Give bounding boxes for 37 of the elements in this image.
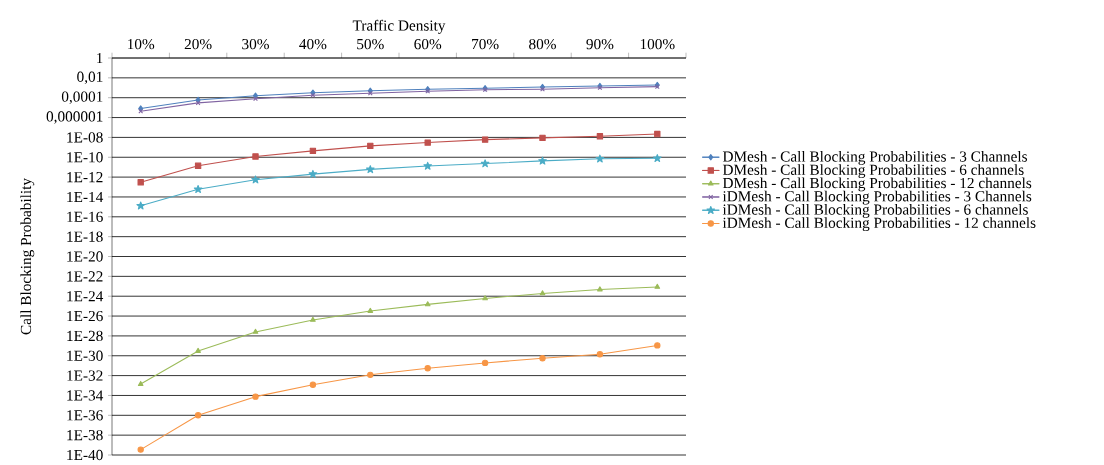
x-tick-label: 20%	[184, 38, 212, 50]
x-tick-label: 70%	[472, 38, 499, 50]
y-tick-label: 0,01	[77, 71, 103, 85]
x-tick-label: 60%	[414, 38, 442, 50]
legend-label: iDMesh - Call Blocking Probabilities - 12 channels	[722, 217, 1036, 232]
legend-label: DMesh - Call Blocking Probabilities - 3 Channels	[722, 150, 1028, 165]
y-tick-label: 1E-08	[67, 132, 103, 143]
legend-label: iDMesh - Call Blocking Probabilities - 3 Channels	[722, 190, 1032, 205]
y-tick-label: 1	[97, 52, 103, 64]
y-tick-label: 0,000001	[46, 111, 103, 124]
y-tick-label: 1E-16	[67, 211, 103, 222]
y-tick-label: 1E-18	[67, 231, 103, 242]
y-tick-label: 0,0001	[61, 91, 103, 104]
y-tick-label: 1E-20	[67, 251, 103, 262]
y-tick-label: 1E-22	[67, 271, 103, 282]
y-tick-label: 1E-28	[67, 330, 103, 342]
y-tick-label: 1E-36	[67, 410, 103, 421]
x-axis-title: Traffic Density	[352, 19, 446, 34]
y-tick-label: 1E-30	[67, 350, 103, 361]
legend-label: iDMesh - Call Blocking Probabilities - 6 channels	[722, 203, 1028, 218]
x-tick-label: 90%	[586, 38, 614, 50]
x-tick-label: 100%	[640, 38, 675, 50]
x-tick-label: 30%	[242, 38, 269, 50]
y-tick-label: 1E-34	[67, 390, 104, 401]
x-tick-label: 40%	[299, 38, 327, 50]
x-tick-label: 80%	[529, 38, 556, 50]
y-tick-label: 1E-10	[67, 152, 103, 163]
y-tick-label: 1E-12	[67, 172, 103, 183]
y-tick-label: 1E-24	[67, 291, 104, 302]
y-tick-label: 1E-38	[67, 430, 103, 441]
x-tick-label: 10%	[128, 38, 155, 50]
y-tick-label: 1E-14	[67, 191, 104, 202]
y-tick-label: 1E-26	[67, 310, 103, 322]
y-tick-label: 1E-32	[67, 370, 103, 381]
x-tick-label: 50%	[357, 38, 384, 50]
y-axis-title: Call Blocking Probability	[20, 178, 35, 335]
y-tick-label: 1E-40	[67, 449, 103, 461]
